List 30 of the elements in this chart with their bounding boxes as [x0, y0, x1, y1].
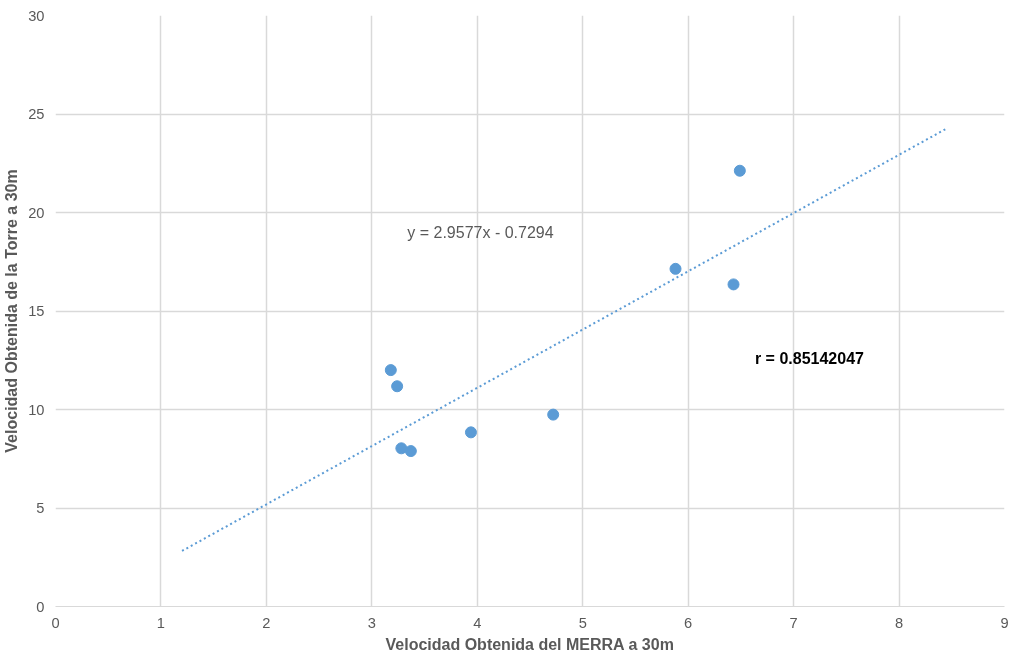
y-tick-label: 25: [28, 106, 45, 122]
point: [395, 442, 408, 455]
point: [404, 445, 417, 458]
x-tick-label: 5: [578, 614, 587, 631]
x-tick-label: 3: [367, 614, 376, 631]
y-tick-label: 5: [36, 500, 45, 516]
x-tick-label: 6: [684, 614, 693, 631]
y-tick-label: 20: [28, 204, 45, 221]
point: [547, 408, 560, 421]
x-axis-title: Velocidad Obtenida del MERRA a 30m: [385, 635, 674, 653]
x-tick-label: 2: [262, 614, 271, 631]
y-tick-label: 30: [28, 7, 45, 24]
y-tick-label: 10: [28, 401, 45, 418]
point: [733, 164, 746, 177]
x-tick-label: 7: [789, 614, 798, 631]
y-tick-label: 0: [36, 598, 45, 615]
x-tick-label: 4: [473, 614, 482, 631]
annotation: y = 2.9577x - 0.7294: [407, 223, 554, 241]
x-tick-label: 8: [894, 614, 904, 631]
point: [384, 364, 397, 377]
annotation: r = 0.85142047: [754, 349, 865, 367]
y-axis-title: Velocidad Obtenida de la Torre a 30m: [3, 169, 21, 453]
x-tick-label: 1: [156, 614, 166, 631]
point: [727, 278, 740, 291]
x-tick-label: 9: [1000, 614, 1009, 631]
point: [464, 426, 477, 439]
point: [391, 380, 404, 393]
y-tick-label: 15: [28, 303, 45, 319]
point: [669, 262, 682, 275]
x-tick-label: 0: [51, 614, 60, 631]
